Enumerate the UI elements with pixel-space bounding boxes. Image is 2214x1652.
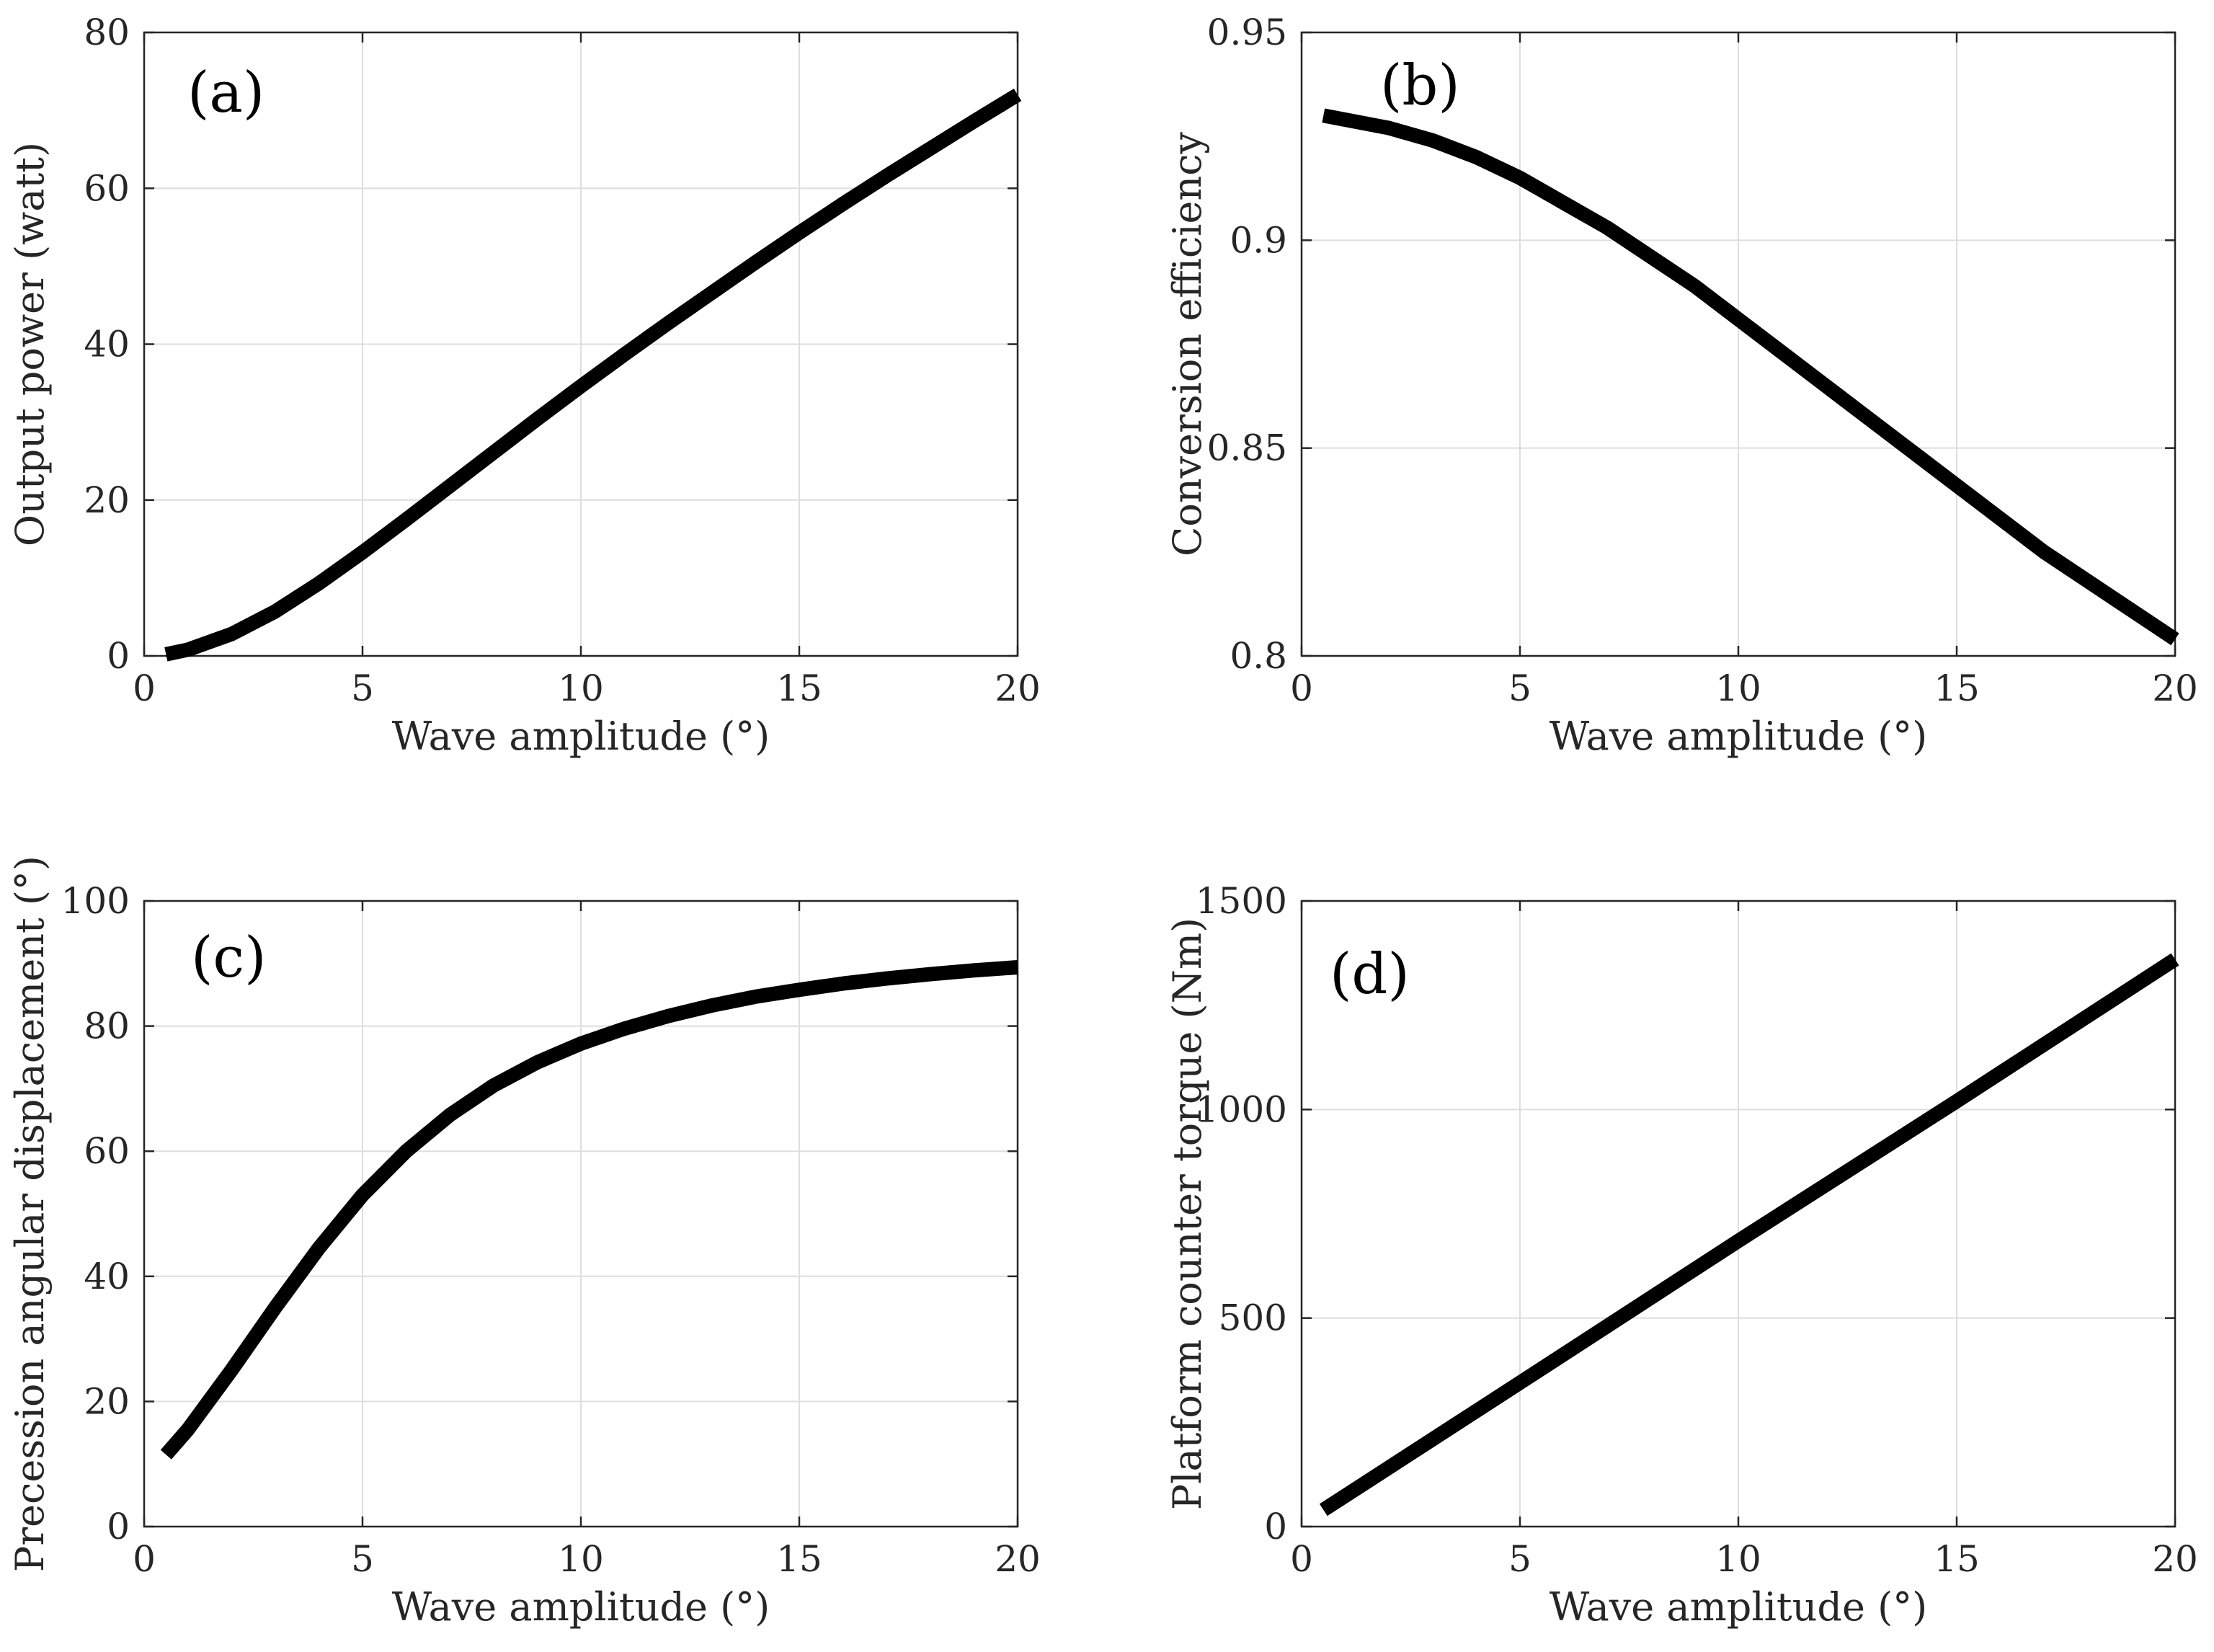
- x-axis-label: Wave amplitude (°): [392, 1584, 770, 1630]
- y-axis-label: Conversion efficiency: [1165, 132, 1210, 556]
- x-tick-label: 15: [776, 1538, 822, 1580]
- chart-panel-4: 0 5 10 15 20 0 500 1000 1500 Wave amplitude (°) Pl…: [1165, 880, 2198, 1630]
- panel-label: (b): [1380, 53, 1460, 118]
- x-tick-label: 5: [1508, 1538, 1531, 1580]
- y-tick-label: 40: [84, 324, 130, 365]
- series-line: [1319, 953, 2179, 1516]
- y-tick-label: 60: [84, 1130, 130, 1172]
- y-tick-label: 60: [84, 167, 130, 209]
- y-tick-label: 80: [84, 1005, 130, 1047]
- axes-frame: [1300, 31, 2177, 657]
- x-tick-label: 0: [133, 1538, 156, 1580]
- y-tick-label: 0: [107, 635, 130, 677]
- chart-panel-2: 0 5 10 15 20 0.8 0.85 0.9 0.95 Wave amplitude (°)…: [1165, 12, 2198, 759]
- y-axis-label: Precession angular displacement (°): [7, 856, 53, 1572]
- x-tick-label: 20: [995, 1538, 1041, 1580]
- y-tick-label: 0.9: [1230, 219, 1287, 261]
- x-tick-label: 10: [1715, 667, 1761, 709]
- y-tick-label: 500: [1219, 1297, 1287, 1339]
- axes-frame: [143, 31, 1019, 657]
- x-tick-label: 5: [351, 1538, 374, 1580]
- x-tick-label: 10: [1715, 1538, 1761, 1580]
- x-axis-label: Wave amplitude (°): [392, 714, 770, 759]
- y-tick-label: 0.85: [1207, 427, 1287, 469]
- y-tick-label: 1500: [1196, 880, 1287, 922]
- chart-panel-1: 0 5 10 15 20 0 20 40 60 80 Wave amplitude (°) Outpu…: [7, 12, 1041, 759]
- x-tick-label: 15: [776, 667, 822, 709]
- y-tick-label: 0: [1264, 1506, 1287, 1547]
- x-axis-label: Wave amplitude (°): [1550, 714, 1927, 759]
- chart-panel-3: 0 5 10 15 20 0 20 40 60 80 100 Wave amplitude (°) Pr…: [7, 856, 1041, 1630]
- y-tick-label: 0: [107, 1506, 130, 1547]
- series-line: [1322, 108, 2179, 646]
- y-axis-label: Output power (watt): [7, 142, 53, 546]
- y-axis-label: Platform counter torque (Nm): [1165, 918, 1210, 1510]
- x-tick-label: 20: [2152, 667, 2198, 709]
- y-tick-label: 40: [84, 1256, 130, 1297]
- x-tick-label: 0: [133, 667, 156, 709]
- y-tick-label: 0.95: [1207, 12, 1287, 53]
- axes-frame: [143, 900, 1019, 1528]
- x-tick-label: 0: [1290, 667, 1313, 709]
- x-tick-label: 15: [1934, 1538, 1980, 1580]
- y-tick-label: 80: [84, 12, 130, 53]
- x-tick-label: 15: [1934, 667, 1980, 709]
- series-line: [164, 88, 1022, 662]
- panel-label: (c): [191, 925, 267, 990]
- x-tick-label: 0: [1290, 1538, 1313, 1580]
- x-tick-label: 10: [558, 667, 604, 709]
- y-tick-label: 100: [61, 880, 130, 922]
- y-tick-label: 1000: [1196, 1088, 1287, 1130]
- x-tick-label: 10: [558, 1538, 604, 1580]
- x-tick-label: 5: [1508, 667, 1531, 709]
- x-tick-label: 5: [351, 667, 374, 709]
- series-line: [160, 960, 1018, 1460]
- y-tick-label: 0.8: [1230, 635, 1287, 677]
- x-tick-label: 20: [995, 667, 1041, 709]
- x-axis-label: Wave amplitude (°): [1550, 1584, 1927, 1630]
- axes-frame: [1300, 900, 2177, 1528]
- y-tick-label: 20: [84, 479, 130, 521]
- panel-label: (d): [1330, 942, 1410, 1007]
- panel-label: (a): [187, 61, 264, 125]
- x-tick-label: 20: [2152, 1538, 2198, 1580]
- y-tick-label: 20: [84, 1380, 130, 1422]
